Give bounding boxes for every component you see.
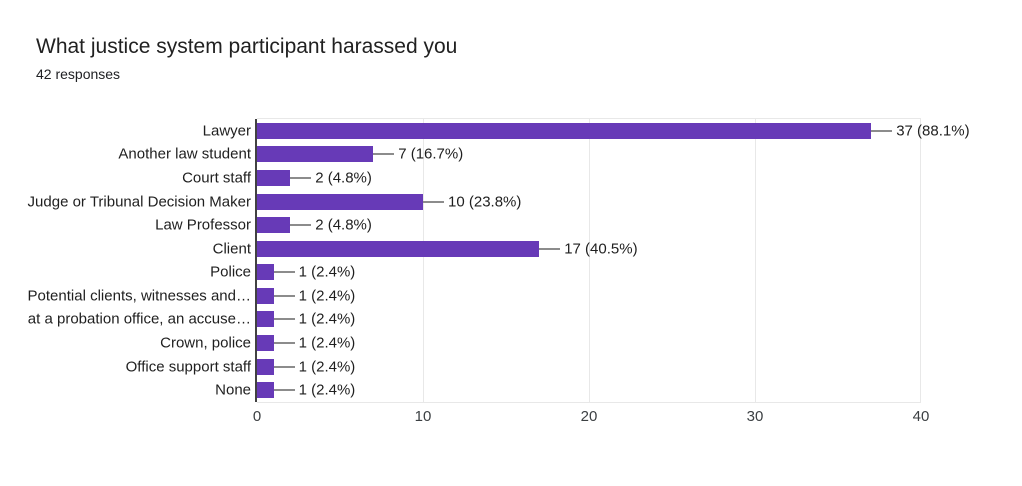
category-label: Police <box>210 263 251 281</box>
leader-line <box>871 129 893 132</box>
category-label: Crown, police <box>160 334 251 352</box>
gridline <box>423 119 424 402</box>
y-axis-line <box>255 119 257 402</box>
gridline <box>920 119 921 402</box>
bar <box>257 122 872 139</box>
chart-row: at a probation office, an accuse… 1 (2.4… <box>28 308 921 332</box>
leader-line <box>290 176 312 179</box>
value-label: 1 (2.4%) <box>298 287 356 305</box>
gridline <box>589 119 590 402</box>
value-label: 7 (16.7%) <box>398 145 464 163</box>
category-label: at a probation office, an accuse… <box>27 310 251 328</box>
bar <box>257 146 374 163</box>
leader-line <box>273 271 295 274</box>
chart-row: Law Professor 2 (4.8%) <box>155 213 921 237</box>
bar <box>257 358 274 375</box>
category-label: Court staff <box>182 169 251 187</box>
leader-line <box>273 318 295 321</box>
category-label: Law Professor <box>155 216 251 234</box>
bar <box>257 193 423 210</box>
bar <box>257 264 274 281</box>
chart-row: Office support staff 1 (2.4%) <box>126 355 921 379</box>
bar <box>257 217 291 234</box>
value-label: 1 (2.4%) <box>298 263 356 281</box>
chart-row: Crown, police 1 (2.4%) <box>160 331 921 355</box>
leader-line <box>273 389 295 392</box>
category-label: Potential clients, witnesses and… <box>27 287 251 305</box>
bar <box>257 287 274 304</box>
value-label: 1 (2.4%) <box>298 310 356 328</box>
leader-line <box>373 153 395 156</box>
category-label: Lawyer <box>202 122 251 140</box>
leader-line <box>273 341 295 344</box>
category-label: Office support staff <box>125 358 251 376</box>
x-axis-tick: 10 <box>414 408 432 425</box>
category-label: Another law student <box>118 145 251 163</box>
bar <box>257 240 540 257</box>
value-label: 37 (88.1%) <box>896 122 970 140</box>
response-count: 42 responses <box>36 66 121 82</box>
chart-row: Judge or Tribunal Decision Maker 10 (23.… <box>28 190 921 214</box>
x-axis-tick: 30 <box>746 408 764 425</box>
bar <box>257 334 274 351</box>
chart-row: Court staff 2 (4.8%) <box>182 166 921 190</box>
x-axis: 0 10 20 30 40 <box>253 408 930 428</box>
bar <box>257 382 274 399</box>
category-label: Client <box>212 240 251 258</box>
bar <box>257 169 291 186</box>
x-axis-tick: 20 <box>580 408 598 425</box>
chart-row: Potential clients, witnesses and… 1 (2.4… <box>28 284 921 308</box>
x-axis-tick: 0 <box>252 408 262 425</box>
chart-row: Police 1 (2.4%) <box>210 260 921 284</box>
leader-line <box>539 247 561 250</box>
leader-line <box>423 200 444 203</box>
page-title: What justice system participant harassed… <box>36 35 458 58</box>
leader-line <box>273 365 295 368</box>
value-label: 2 (4.8%) <box>315 216 372 234</box>
category-label: None <box>215 381 251 399</box>
x-axis-tick: 40 <box>912 408 930 425</box>
value-label: 2 (4.8%) <box>315 169 372 187</box>
value-label: 1 (2.4%) <box>298 334 356 352</box>
gridline <box>755 119 756 402</box>
chart-row: Another law student 7 (16.7%) <box>118 143 921 167</box>
bar-chart: Lawyer 37 (88.1%) Another law student 7 … <box>28 118 970 403</box>
value-label: 1 (2.4%) <box>298 358 356 376</box>
bar <box>257 311 274 328</box>
value-label: 10 (23.8%) <box>448 193 522 211</box>
value-label: 17 (40.5%) <box>564 240 638 258</box>
chart-row: Client 17 (40.5%) <box>213 237 921 261</box>
chart-row: Lawyer 37 (88.1%) <box>203 119 970 143</box>
value-label: 1 (2.4%) <box>298 381 356 399</box>
leader-line <box>290 224 312 227</box>
category-label: Judge or Tribunal Decision Maker <box>27 193 251 211</box>
chart-row: None 1 (2.4%) <box>215 378 921 402</box>
leader-line <box>273 294 295 297</box>
